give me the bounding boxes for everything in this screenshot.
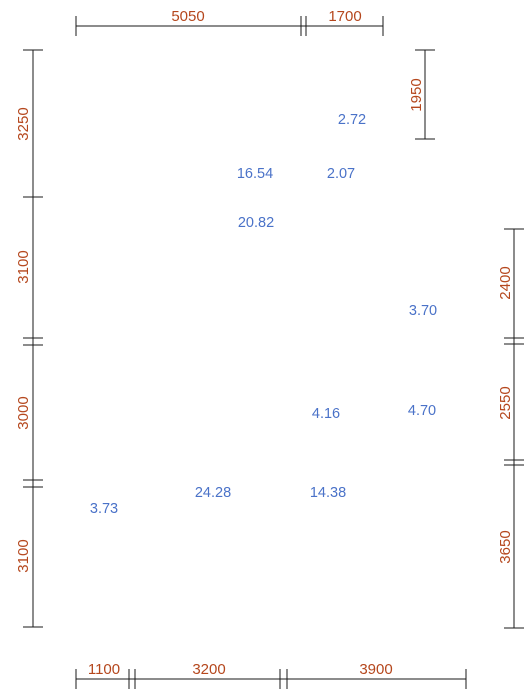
right-dimension-label: 2400 bbox=[497, 266, 514, 299]
room-area-labels: 2.72 16.54 2.07 20.82 3.70 4.16 4.70 3.7… bbox=[90, 112, 437, 517]
top-dimension-label: 1700 bbox=[328, 8, 361, 25]
left-dimension-chain: 3250 3100 3000 3100 bbox=[15, 49, 43, 628]
right-dimension-chain: 2400 2550 3650 bbox=[497, 228, 524, 629]
right-upper-dimension-label: 1950 bbox=[408, 78, 425, 111]
room-area-label: 3.70 bbox=[409, 303, 437, 319]
bottom-dimension-chain: 1100 3200 3900 bbox=[75, 661, 467, 689]
room-area-label: 16.54 bbox=[237, 166, 273, 182]
room-area-label: 4.70 bbox=[408, 403, 436, 419]
room-area-label: 2.72 bbox=[338, 112, 366, 128]
room-area-label: 4.16 bbox=[312, 406, 340, 422]
right-dimension-label: 3650 bbox=[497, 530, 514, 563]
left-dimension-label: 3250 bbox=[15, 107, 32, 140]
top-dimension-chain: 5050 1700 bbox=[75, 8, 384, 36]
bottom-dimension-label: 1100 bbox=[88, 661, 120, 678]
left-dimension-label: 3100 bbox=[15, 250, 32, 283]
room-area-label: 3.73 bbox=[90, 501, 118, 517]
room-area-label: 14.38 bbox=[310, 485, 346, 501]
room-area-label: 24.28 bbox=[195, 485, 231, 501]
left-dimension-label: 3100 bbox=[15, 539, 32, 572]
right-dimension-label: 2550 bbox=[497, 386, 514, 419]
bottom-dimension-label: 3200 bbox=[192, 661, 225, 678]
room-area-label: 20.82 bbox=[238, 215, 274, 231]
room-area-label: 2.07 bbox=[327, 166, 355, 182]
top-dimension-label: 5050 bbox=[171, 8, 204, 25]
bottom-dimension-label: 3900 bbox=[359, 661, 392, 678]
left-dimension-label: 3000 bbox=[15, 396, 32, 429]
right-upper-dimension: 1950 bbox=[408, 49, 435, 140]
